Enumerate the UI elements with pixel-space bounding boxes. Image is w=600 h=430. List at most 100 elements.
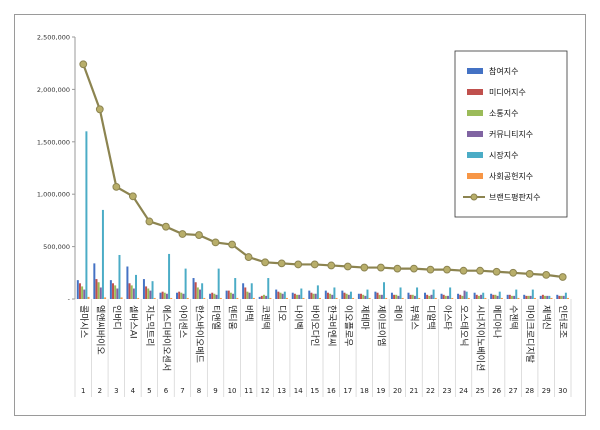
legend-label: 사회공헌지수 [489, 172, 533, 181]
legend-swatch [467, 68, 483, 74]
bar [399, 287, 402, 299]
line-point [294, 260, 303, 269]
bar [186, 297, 189, 299]
bar [364, 295, 367, 299]
bar [428, 295, 431, 299]
legend-swatch [467, 89, 483, 95]
bar [217, 268, 220, 299]
bar [298, 294, 301, 299]
bar [345, 293, 348, 299]
bar [145, 286, 148, 299]
bar [494, 294, 497, 299]
bar [475, 294, 478, 299]
bar [199, 289, 201, 299]
bar [467, 297, 470, 299]
line-point [128, 192, 137, 201]
rank-label: 7 [180, 387, 184, 395]
line-point [343, 262, 352, 271]
bar [546, 295, 549, 299]
bar [548, 295, 551, 299]
rank-label: 10 [228, 387, 237, 395]
category-label: 인터로조 [557, 305, 568, 338]
category-label: 아스타 [442, 305, 453, 331]
category-label: 바이오다인 [309, 305, 320, 346]
category-label: 지노믹트리 [144, 305, 156, 346]
bar [560, 295, 563, 299]
line-point [95, 105, 104, 114]
line-point [459, 266, 468, 275]
bar [149, 290, 152, 299]
bar [326, 292, 329, 299]
line-point [509, 268, 518, 277]
bar [556, 294, 559, 299]
bar [564, 292, 567, 299]
bar [440, 293, 443, 299]
bar [242, 283, 245, 299]
rank-label: 25 [476, 387, 485, 395]
bar [120, 297, 123, 299]
bar [533, 297, 536, 299]
bar [329, 293, 332, 299]
bar [376, 292, 379, 299]
bar [362, 294, 365, 299]
category-label: 제넥신 [541, 305, 552, 330]
rank-label: 22 [426, 387, 435, 395]
category-label: 바텍 [243, 305, 254, 322]
bar [285, 297, 288, 299]
y-tick-label: 2,000,000 [37, 86, 70, 94]
legend-label: 브랜드평판지수 [489, 192, 541, 202]
bar [314, 293, 317, 299]
bar [515, 289, 518, 299]
bar [380, 294, 383, 299]
category-label: 마이크로디지탈 [524, 305, 535, 363]
bar [444, 295, 447, 299]
bar [219, 297, 222, 299]
bar [531, 289, 534, 299]
legend-line-marker [470, 193, 478, 201]
rank-label: 20 [393, 387, 402, 395]
line-point [443, 265, 451, 274]
bar [248, 292, 251, 299]
bar [279, 292, 282, 299]
rank-label: 1 [81, 387, 85, 395]
bar [176, 292, 178, 299]
bar [97, 282, 100, 299]
bar [432, 289, 435, 299]
rank-label: 6 [164, 387, 169, 395]
line-point [376, 263, 385, 272]
bar [269, 297, 272, 299]
bar [319, 297, 322, 299]
bar [562, 295, 565, 299]
bar [416, 287, 419, 299]
rank-label: 13 [277, 387, 286, 395]
bar [182, 293, 185, 299]
bars [76, 131, 570, 299]
category-label: 한스바이오메드 [194, 305, 205, 363]
bar [424, 292, 426, 299]
category-label: 수젠텍 [508, 305, 519, 330]
bar [413, 295, 416, 299]
bar [492, 294, 495, 299]
bar [465, 291, 468, 299]
rank-label: 5 [147, 387, 151, 395]
bar [78, 283, 81, 299]
bar [215, 294, 218, 299]
bar [473, 292, 476, 299]
bar [118, 254, 121, 299]
bar [368, 297, 371, 299]
bar [463, 290, 466, 299]
line-point [542, 271, 551, 279]
bar [308, 290, 311, 299]
bar [482, 292, 485, 299]
bar [93, 263, 96, 299]
line-point [244, 253, 253, 261]
bar [130, 285, 133, 299]
bar [232, 293, 235, 299]
bar [500, 297, 503, 299]
bar [196, 287, 199, 299]
y-tick-label: 2,500,000 [37, 34, 70, 42]
bar [236, 297, 239, 299]
bar [95, 279, 98, 299]
bar [265, 295, 268, 299]
rank-label: 17 [343, 387, 352, 395]
